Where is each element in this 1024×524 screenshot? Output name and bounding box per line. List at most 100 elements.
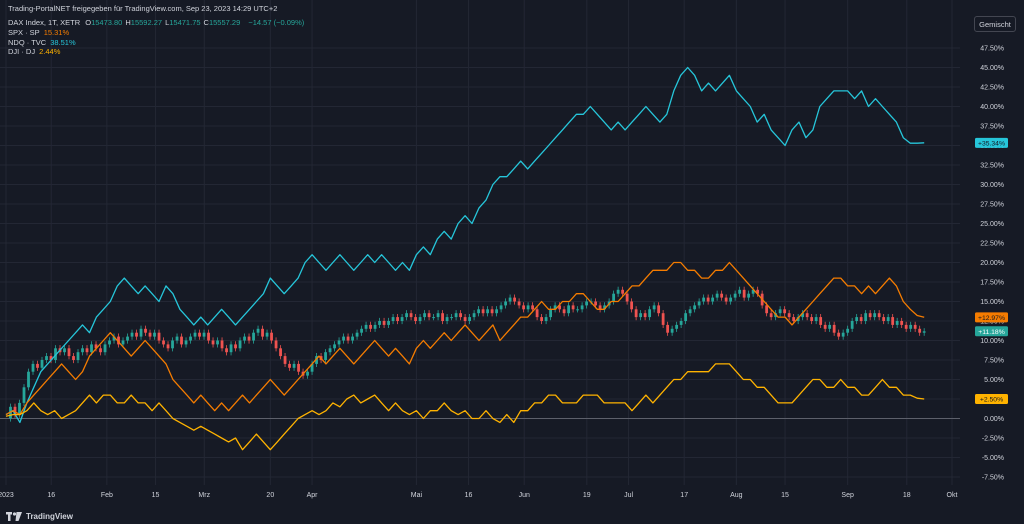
series-line [5, 66, 925, 424]
candle-body [85, 348, 89, 353]
candle-body [153, 332, 156, 337]
candle-body [90, 344, 93, 353]
candle-body [162, 340, 165, 345]
candle-body [67, 348, 71, 357]
compare-name: NDQ · TVC [8, 37, 47, 47]
candle-body [544, 317, 548, 321]
candle-body [594, 301, 598, 306]
candle-body [297, 363, 300, 372]
candle-body [166, 344, 170, 349]
x-tick-label: Feb [101, 492, 113, 499]
x-axis[interactable]: 2023 16 Feb 15 Mrz 20 Apr Mai 16 Jun 19 Jul 17 Aug 15 S… [0, 492, 957, 499]
y-tick-label: 22.50% [980, 241, 1004, 248]
ohlc-label-o: O [85, 18, 92, 27]
grid [0, 0, 960, 485]
candle-body [855, 317, 859, 321]
candle-body [243, 336, 246, 341]
candle-body [283, 356, 287, 364]
candle-body [76, 352, 80, 360]
candle-body [864, 313, 868, 321]
price-badge [975, 137, 1008, 148]
x-tick-label: 20 [266, 492, 274, 499]
candle-body [625, 293, 629, 302]
candle-body [828, 324, 832, 329]
y-tick-label: 32.50% [980, 163, 1004, 170]
candle-body [688, 309, 692, 314]
candle-body [265, 332, 269, 337]
candle-body [747, 293, 751, 298]
y-tick-label: 37.50% [980, 124, 1004, 131]
chart-header: Trading-PortalNET freigegeben für Tradin… [8, 4, 278, 13]
y-tick-label: -7.50% [982, 475, 1004, 482]
candle-body [207, 332, 210, 341]
candle-body [364, 324, 368, 329]
candle-body [675, 324, 679, 329]
compare-legend-row[interactable]: NDQ · TVC 38.51% [8, 38, 308, 48]
candle-body [603, 305, 607, 310]
candle-body [261, 328, 264, 337]
candle-body [468, 317, 471, 321]
compare-legend-row[interactable]: DJI · DJ 2.44% [8, 47, 308, 57]
scale-mode-button[interactable]: Gemischt [974, 16, 1016, 32]
candle-body [54, 348, 57, 360]
candle-body [256, 328, 260, 333]
compare-legend-row[interactable]: SPX · SP 15.31% [8, 28, 308, 38]
candle-body [733, 293, 737, 298]
candle-body [171, 340, 174, 349]
candle-body [229, 344, 233, 353]
candle-body [477, 309, 480, 314]
candle-body [715, 293, 719, 298]
candle-body [148, 332, 152, 337]
candle-body [328, 348, 332, 353]
candle-body [234, 344, 237, 349]
x-tick-label: Aug [730, 492, 743, 499]
candle-body [756, 289, 760, 294]
x-tick-label: 17 [680, 492, 688, 499]
candle-body [810, 317, 814, 321]
candle-body [22, 387, 26, 403]
candle-body [859, 317, 863, 321]
candle-body [157, 332, 161, 341]
candle-body [279, 348, 282, 357]
candle-body [540, 317, 544, 321]
compare-name: DJI · DJ [8, 47, 36, 57]
x-tick-label: 15 [152, 492, 160, 499]
y-tick-label: 10.00% [980, 338, 1004, 345]
candle-body [535, 309, 539, 318]
tradingview-logo-icon [6, 512, 22, 521]
price-badge-label: +2.50% [980, 397, 1003, 404]
candle-body [184, 340, 188, 345]
y-axis[interactable]: 47.50%45.00%42.50%40.00%37.50%35.00%32.5… [980, 46, 1004, 482]
candle-body [135, 332, 138, 337]
y-tick-label: 5.00% [984, 377, 1004, 384]
legend: DAX Index, 1T, XETR O15473.80 H15592.27 L1… [8, 18, 308, 57]
candle-body [517, 301, 521, 306]
candle-body [31, 363, 35, 372]
compare-value: 2.44% [39, 47, 61, 57]
ohlc-value-h: 15592.27 [130, 18, 163, 27]
candle-body [729, 297, 733, 302]
candle-body [904, 324, 908, 329]
candle-body [805, 313, 809, 318]
legend-main-row[interactable]: DAX Index, 1T, XETR O15473.80 H15592.27 L1… [8, 18, 308, 28]
candle-body [13, 406, 17, 415]
candle-body [306, 371, 309, 376]
ohlc-values: O15473.80 H15592.27 L15471.75 C15557.29 [85, 18, 243, 27]
candle-body [796, 317, 800, 321]
candle-body [459, 313, 462, 318]
candle-body [549, 309, 553, 318]
y-tick-label: -2.50% [982, 436, 1004, 443]
candle-body [576, 309, 580, 311]
candle-body [445, 317, 449, 321]
series-line [5, 363, 925, 451]
candle-body [450, 317, 453, 319]
candle-body [103, 344, 107, 353]
candle-body [868, 313, 872, 318]
candle-body [841, 332, 845, 337]
ohlc-value-o: 15473.80 [91, 18, 123, 27]
y-tick-label: 20.00% [980, 260, 1004, 267]
candle-body [598, 305, 602, 310]
compare-lines [5, 66, 925, 451]
candle-body [787, 313, 791, 318]
candle-body [387, 321, 390, 325]
